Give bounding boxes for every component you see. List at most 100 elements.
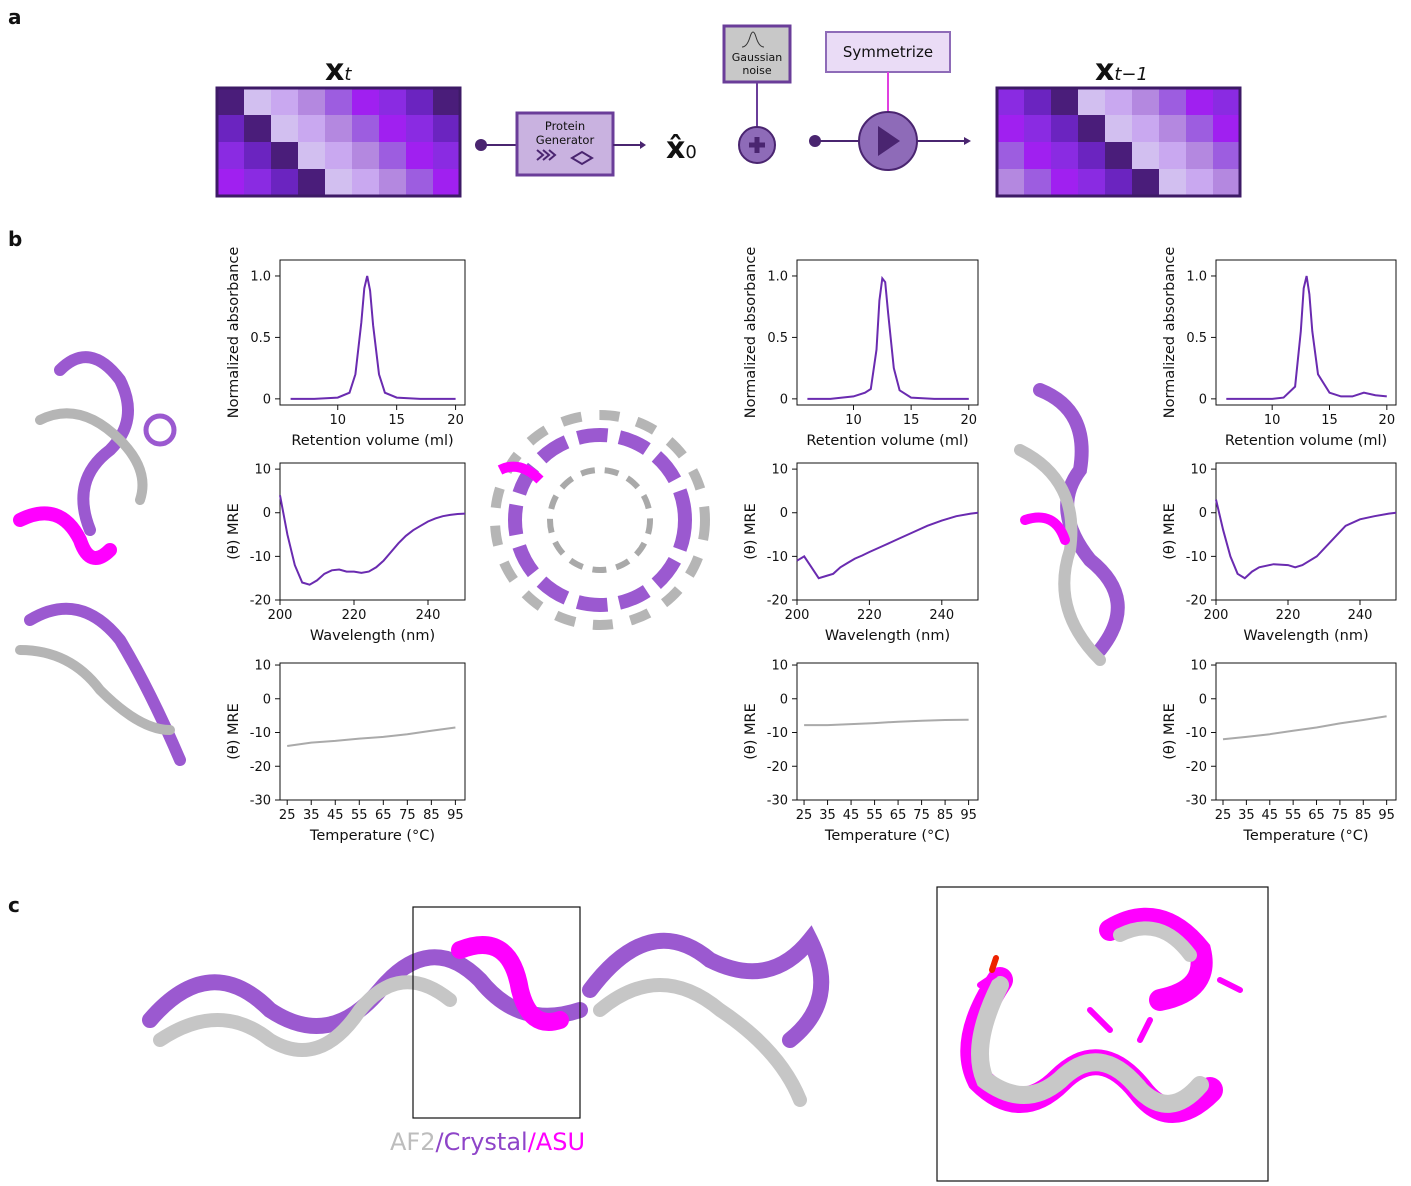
matrix-cell bbox=[352, 169, 379, 196]
matrix-cell bbox=[325, 88, 352, 115]
matrix-cell bbox=[325, 115, 352, 142]
x-tick-label: 65 bbox=[890, 808, 907, 823]
y-tick-label: -10 bbox=[767, 550, 788, 565]
matrix-cell bbox=[406, 88, 433, 115]
axes-frame bbox=[797, 260, 978, 405]
y-axis-label: (θ) MRE bbox=[1162, 503, 1178, 560]
matrix-cell bbox=[1051, 169, 1078, 196]
matrix-cell bbox=[271, 115, 298, 142]
y-axis-label: (θ) MRE bbox=[226, 703, 242, 760]
y-tick-label: 10 bbox=[771, 463, 788, 478]
x-axis-label: Temperature (°C) bbox=[1242, 828, 1368, 844]
y-tick-label: -30 bbox=[767, 794, 788, 809]
x-tick-label: 200 bbox=[785, 608, 810, 623]
matrix-cell bbox=[1213, 142, 1240, 169]
matrix-cell bbox=[271, 169, 298, 196]
x-tick-label: 55 bbox=[866, 808, 883, 823]
data-line bbox=[287, 728, 455, 747]
matrix-cell bbox=[1078, 169, 1105, 196]
x-tick-label: 220 bbox=[342, 608, 367, 623]
arrowhead bbox=[964, 137, 971, 145]
matrix-cell bbox=[217, 88, 244, 115]
matrix-cell bbox=[352, 115, 379, 142]
matrix-cell bbox=[1213, 115, 1240, 142]
y-tick-label: -20 bbox=[767, 760, 788, 775]
x-tick-label: 240 bbox=[929, 608, 954, 623]
matrix-cell bbox=[379, 169, 406, 196]
y-tick-label: 0 bbox=[1199, 506, 1207, 521]
x-axis-label: Retention volume (ml) bbox=[291, 433, 453, 449]
axes-frame bbox=[280, 663, 465, 800]
page: {"panel_labels":["a","b","c"], "diagram"… bbox=[0, 0, 1411, 1182]
x-axis-label: Wavelength (nm) bbox=[310, 628, 435, 644]
y-tick-label: 10 bbox=[1190, 463, 1207, 478]
matrix-cell bbox=[352, 88, 379, 115]
matrix-cell bbox=[1105, 115, 1132, 142]
y-tick-label: -10 bbox=[250, 726, 271, 741]
matrix-cell bbox=[379, 142, 406, 169]
symmetrize-label: Symmetrize bbox=[843, 43, 933, 61]
matrix-cell bbox=[1159, 142, 1186, 169]
matrix-cell bbox=[325, 169, 352, 196]
x-tick-label: 45 bbox=[843, 808, 860, 823]
axes-frame bbox=[280, 260, 465, 405]
y-tick-label: 0 bbox=[263, 506, 271, 521]
y-tick-label: 0 bbox=[1199, 692, 1207, 707]
matrix-cell bbox=[298, 88, 325, 115]
matrix-cell bbox=[1186, 169, 1213, 196]
x-tick-label: 200 bbox=[268, 608, 293, 623]
x-tick-label: 220 bbox=[1276, 608, 1301, 623]
matrix-cell bbox=[997, 88, 1024, 115]
x-tick-label: 45 bbox=[327, 808, 344, 823]
x-tick-label: 85 bbox=[937, 808, 954, 823]
data-line bbox=[804, 720, 969, 725]
x-tick-label: 10 bbox=[845, 413, 862, 428]
matrix-cell bbox=[217, 169, 244, 196]
matrix-cell bbox=[1051, 142, 1078, 169]
x-axis-label: Wavelength (nm) bbox=[1243, 628, 1368, 644]
x-tick-label: 75 bbox=[1332, 808, 1349, 823]
x-tick-label: 65 bbox=[1308, 808, 1325, 823]
y-tick-label: 10 bbox=[254, 463, 271, 478]
matrix-cell bbox=[433, 88, 460, 115]
legend: AF2/Crystal/ASU bbox=[390, 1128, 585, 1156]
data-line bbox=[291, 276, 456, 399]
x-tick-label: 55 bbox=[351, 808, 368, 823]
matrix-cell bbox=[352, 142, 379, 169]
data-line bbox=[807, 278, 968, 399]
axes-frame bbox=[1216, 463, 1396, 600]
matrix-cell bbox=[997, 169, 1024, 196]
estimate-label: x̂0 bbox=[666, 131, 697, 166]
x-tick-label: 25 bbox=[279, 808, 296, 823]
x-tick-label: 220 bbox=[857, 608, 882, 623]
y-tick-label: -20 bbox=[767, 594, 788, 609]
y-tick-label: 1.0 bbox=[767, 269, 788, 284]
x-tick-label: 55 bbox=[1285, 808, 1302, 823]
x-tick-label: 95 bbox=[447, 808, 464, 823]
matrix-cell bbox=[997, 115, 1024, 142]
matrix-cell bbox=[1051, 88, 1078, 115]
x-tick-label: 95 bbox=[960, 808, 977, 823]
noise-label: noise bbox=[742, 64, 771, 77]
x-tick-label: 10 bbox=[1264, 413, 1281, 428]
x-tick-label: 35 bbox=[303, 808, 320, 823]
x-tick-label: 20 bbox=[447, 413, 464, 428]
matrix-cell bbox=[1186, 142, 1213, 169]
matrix-cell bbox=[1159, 115, 1186, 142]
x-axis-label: Retention volume (ml) bbox=[1225, 433, 1387, 449]
y-axis-label: Normalized absorbance bbox=[226, 247, 242, 419]
matrix-cell bbox=[217, 142, 244, 169]
matrix-cell bbox=[379, 115, 406, 142]
structure-1 bbox=[20, 357, 180, 760]
matrix-cell bbox=[379, 88, 406, 115]
y-axis-label: (θ) MRE bbox=[1162, 703, 1178, 760]
y-tick-label: 0 bbox=[780, 692, 788, 707]
matrix-cell bbox=[244, 169, 271, 196]
x-tick-label: 200 bbox=[1204, 608, 1229, 623]
x-tick-label: 95 bbox=[1378, 808, 1395, 823]
matrix-cell bbox=[1213, 88, 1240, 115]
y-axis-label: Normalized absorbance bbox=[1162, 247, 1178, 419]
matrix-cell bbox=[1159, 88, 1186, 115]
y-tick-label: -20 bbox=[1186, 760, 1207, 775]
matrix-cell bbox=[406, 169, 433, 196]
